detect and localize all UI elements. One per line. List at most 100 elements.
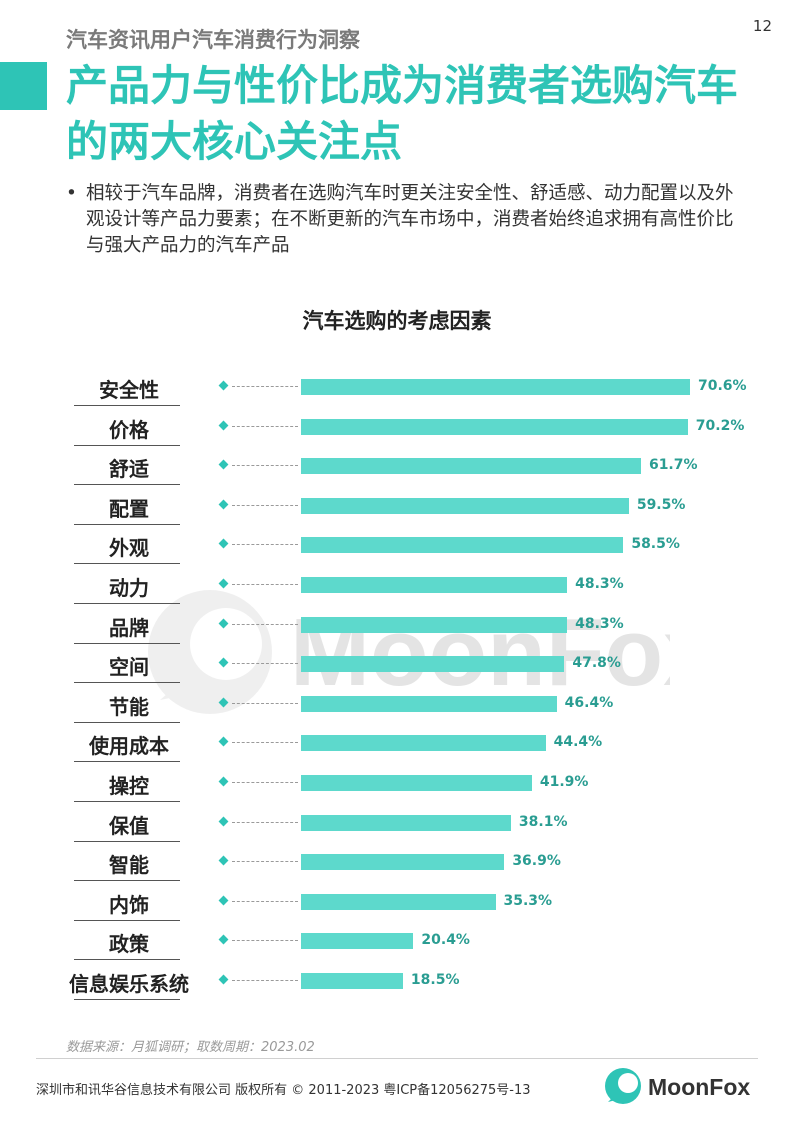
value-label: 35.3% — [503, 892, 553, 909]
category-label: 政策 — [109, 932, 149, 957]
bar — [301, 893, 496, 910]
category-underline — [74, 919, 180, 921]
bar — [301, 656, 565, 673]
category-underline — [74, 603, 180, 604]
category-underline — [74, 840, 180, 842]
value-label: 70.6% — [698, 378, 747, 394]
category-label: 价格 — [109, 417, 149, 442]
diamond-marker-icon — [218, 855, 229, 866]
value-label: 58.5% — [631, 536, 680, 553]
bar — [301, 775, 532, 791]
bar — [301, 695, 557, 712]
chart-row: 智能 36.9% — [0, 841, 794, 882]
diamond-marker-icon — [218, 974, 229, 985]
category-label: 操控 — [109, 774, 149, 798]
category-underline — [74, 444, 180, 446]
logo-text: MoonFox — [648, 1074, 751, 1100]
bar — [301, 616, 568, 633]
leader-line — [232, 544, 298, 546]
value-label: 18.5% — [410, 972, 460, 988]
category-underline — [74, 999, 180, 1000]
value-label: 44.4% — [553, 734, 603, 751]
value-label: 38.1% — [518, 813, 568, 830]
chart-row: 动力 48.3% — [0, 564, 794, 604]
diamond-marker-icon — [218, 538, 229, 549]
diamond-marker-icon — [218, 618, 229, 629]
category-label: 智能 — [109, 853, 149, 878]
moonfox-icon — [605, 1068, 641, 1104]
leader-line — [232, 584, 298, 585]
diamond-marker-icon — [218, 380, 229, 391]
page-number: 12 — [752, 17, 772, 35]
diamond-marker-icon — [218, 578, 229, 589]
value-label: 46.4% — [564, 694, 614, 711]
bar — [301, 379, 690, 395]
category-label: 舒适 — [109, 457, 149, 482]
category-label: 内饰 — [109, 892, 149, 917]
value-label: 59.5% — [636, 496, 686, 513]
category-label: 节能 — [109, 694, 149, 719]
category-label: 信息娱乐系统 — [69, 972, 189, 996]
footer-divider — [36, 1058, 758, 1059]
diamond-marker-icon — [218, 420, 229, 431]
bar — [301, 537, 624, 554]
leader-line — [232, 861, 298, 863]
diamond-marker-icon — [218, 657, 229, 668]
chart-row: 节能 46.4% — [0, 683, 794, 723]
summary-paragraph: • 相较于汽车品牌，消费者在选购汽车时更关注安全性、舒适感、动力配置以及外观设计… — [66, 181, 746, 259]
leader-line — [232, 663, 298, 665]
diamond-marker-icon — [218, 776, 229, 787]
bar — [301, 577, 568, 593]
category-underline — [74, 959, 180, 961]
value-label: 48.3% — [575, 615, 624, 632]
chart-row: 操控 41.9% — [0, 762, 794, 802]
leader-line — [232, 900, 298, 902]
category-label: 空间 — [109, 655, 149, 680]
diamond-marker-icon — [218, 459, 229, 470]
chart-row: 内饰 35.3% — [0, 881, 794, 921]
leader-line — [232, 980, 298, 981]
bullet-icon: • — [66, 183, 77, 204]
chart-title: 汽车选购的考虑因素 — [302, 309, 492, 333]
value-label: 41.9% — [539, 774, 589, 790]
bar — [301, 854, 505, 871]
category-underline — [74, 682, 180, 684]
bar — [301, 497, 629, 514]
category-underline — [74, 484, 180, 486]
category-underline — [74, 642, 180, 644]
diamond-marker-icon — [218, 934, 229, 945]
leader-line — [232, 386, 298, 387]
diamond-marker-icon — [218, 697, 229, 708]
diamond-marker-icon — [218, 895, 229, 906]
leader-line — [232, 940, 298, 942]
summary-text: 相较于汽车品牌，消费者在选购汽车时更关注安全性、舒适感、动力配置以及外观设计等产… — [86, 183, 734, 256]
value-label: 61.7% — [648, 457, 698, 474]
category-underline — [74, 761, 180, 763]
bar — [301, 458, 641, 475]
chart-row: 价格 70.2% — [0, 406, 794, 446]
data-source: 数据来源：月狐调研；取数周期：2023.02 — [66, 1040, 315, 1055]
category-label: 品牌 — [109, 615, 149, 640]
bar — [301, 814, 511, 831]
leader-line — [232, 465, 298, 467]
section-subtitle: 汽车资讯用户汽车消费行为洞察 — [66, 28, 360, 52]
chart-row: 外观 58.5% — [0, 524, 794, 565]
value-label: 47.8% — [572, 655, 621, 672]
chart-row: 品牌 48.3% — [0, 604, 794, 644]
leader-line — [232, 742, 298, 744]
bar — [301, 418, 688, 435]
value-label: 36.9% — [512, 853, 561, 870]
page-title: 产品力与性价比成为消费者选购汽车的两大核心关注点 — [66, 61, 739, 166]
value-label: 70.2% — [695, 417, 745, 434]
chart-row: 信息娱乐系统 18.5% — [0, 960, 794, 1000]
chart-row: 安全性 70.6% — [0, 366, 794, 406]
category-underline — [74, 563, 180, 565]
chart-row: 配置 59.5% — [0, 485, 794, 525]
moonfox-logo: MoonFox — [602, 1066, 762, 1110]
leader-line — [232, 504, 298, 506]
value-label: 48.3% — [575, 576, 624, 592]
leader-line — [232, 702, 298, 704]
chart-row: 空间 47.8% — [0, 643, 794, 684]
value-label: 20.4% — [421, 932, 470, 949]
category-underline — [74, 523, 180, 525]
